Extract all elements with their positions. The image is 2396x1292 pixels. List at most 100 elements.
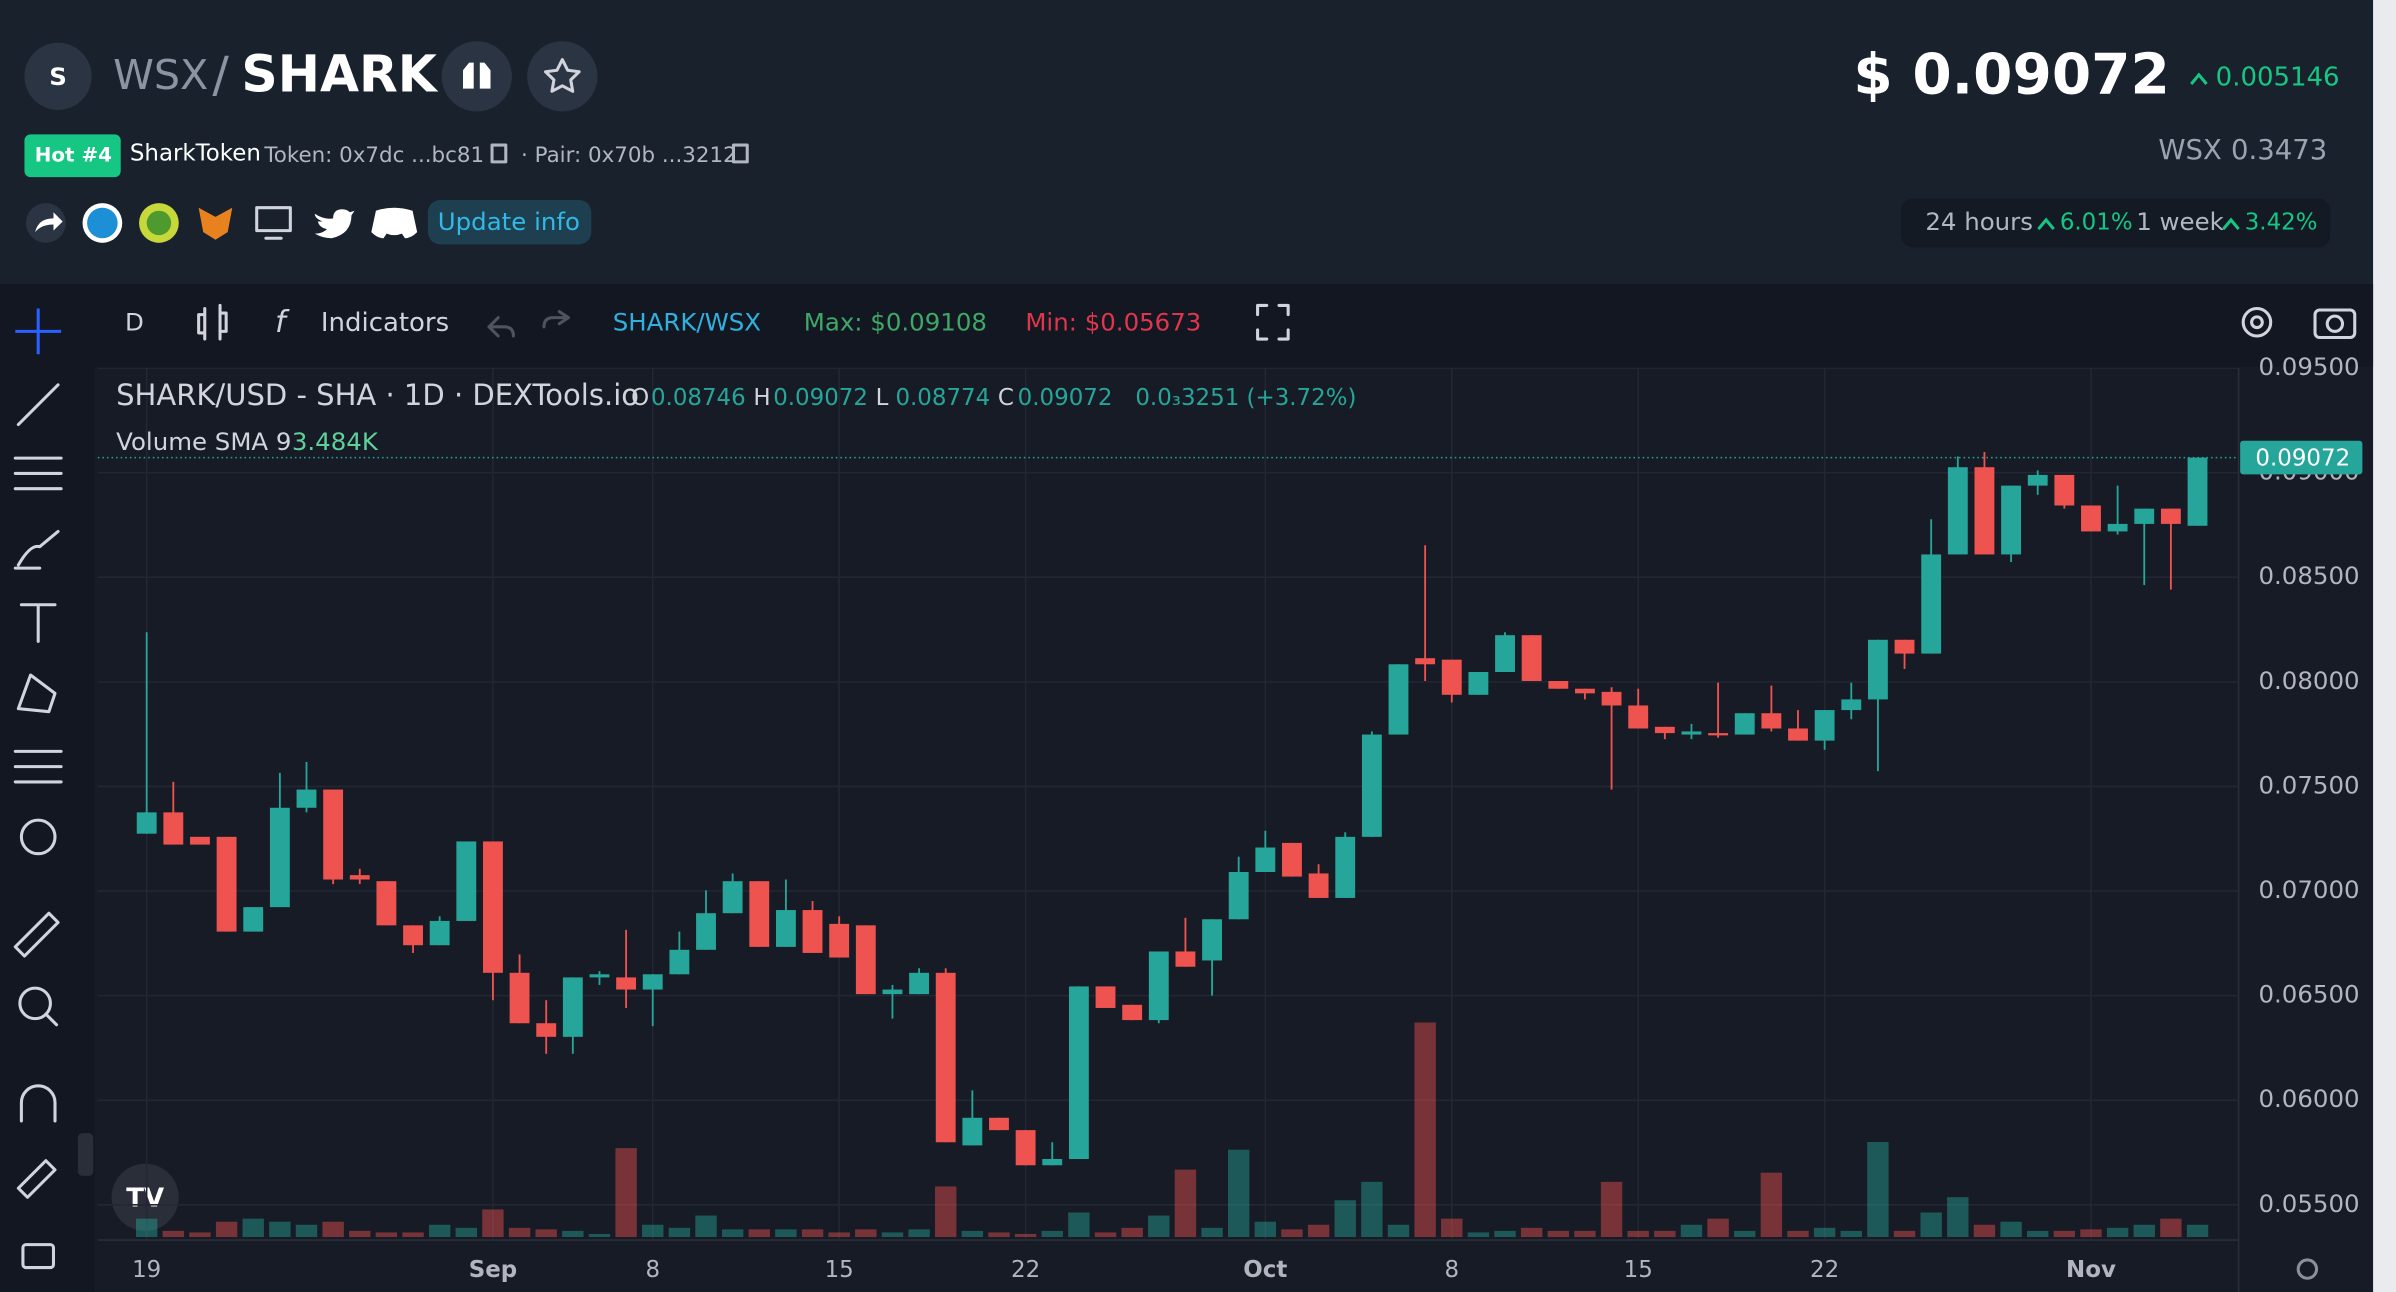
camera-icon[interactable] [2313,308,2357,340]
volume-bar [1893,1230,1916,1238]
volume-bar [642,1224,664,1238]
y-tick-label: 0.05500 [2258,1189,2359,1218]
volume-bar [828,1232,850,1238]
binoculars-button[interactable] [441,41,512,112]
twitter-icon[interactable] [314,209,355,239]
candle-body [855,925,876,995]
tv-logo [111,1163,179,1231]
legend-key: H [753,385,770,411]
avatar [24,42,92,110]
redo-icon[interactable] [542,310,570,329]
candle-body [1122,1004,1143,1021]
candle-body [1841,699,1862,711]
volume-bar [1121,1227,1143,1238]
volume-bar [349,1230,371,1238]
copy-icon[interactable] [731,143,749,164]
legend-change: 0.0₃3251 (+3.72%) [1135,385,1356,411]
candle-body [509,972,530,1024]
volume-bar [428,1224,451,1238]
undo-icon[interactable] [487,316,515,338]
volume-bar [1654,1230,1676,1238]
volume-bar [1494,1230,1516,1238]
volume-bar [1174,1169,1197,1238]
collapse-button[interactable] [77,1133,94,1176]
y-tick-label: 0.08500 [2258,561,2359,590]
price: $ 0.09072 [1853,43,2170,108]
theme-icon[interactable] [2296,1258,2319,1280]
zoom-tool[interactable] [18,986,52,1021]
candle-body [1761,713,1782,729]
candle-body [775,910,796,947]
volume-bar [1627,1230,1649,1238]
volume-bar [1867,1142,1889,1238]
emoji-tool[interactable] [19,818,57,856]
volume-bar [1973,1224,1996,1238]
candle-body [2160,508,2181,524]
candles-icon[interactable] [197,303,228,341]
lock-draw-tool[interactable] [16,1159,57,1199]
ruler-tool[interactable] [13,911,60,958]
pattern-tool[interactable] [16,673,57,714]
volume-bar [668,1227,691,1238]
volume-bar [2080,1229,2102,1238]
y-tick-label: 0.07000 [2258,875,2359,904]
volume-bar [1307,1224,1330,1238]
candle-body [1361,734,1382,837]
volume-bar [1387,1224,1410,1238]
candle-body [1148,951,1169,1021]
up-arrow [2037,217,2055,231]
volume-bar [375,1232,398,1238]
share-icon [35,212,63,233]
candle-body [456,841,477,921]
candle-body [536,1023,557,1037]
volume-bar [721,1229,744,1238]
legend-key: L [876,385,889,411]
candle-body [1441,659,1462,695]
volume-bar [1947,1197,1969,1238]
fib-tool[interactable] [13,456,63,491]
candle-body [243,907,264,932]
settings-icon[interactable] [2241,306,2273,338]
prediction-tool[interactable] [13,749,63,784]
volume-bar [2000,1221,2022,1238]
candle-body [2081,505,2101,532]
volume-bar [242,1218,264,1238]
text-tool[interactable] [19,603,57,643]
copy-icon[interactable] [490,143,508,164]
volume-bar [322,1221,344,1238]
fullscreen-icon[interactable] [1256,303,1290,341]
volume-bar [2027,1230,2049,1238]
candle-body [1814,710,1835,741]
indicators-button[interactable]: Indicators [321,308,449,338]
candle-body [642,974,663,990]
candle-body [1548,680,1569,689]
discord-icon[interactable] [371,207,418,239]
update-info-button[interactable] [427,200,592,245]
volume-bar [1787,1230,1809,1238]
volume-bar [748,1229,770,1238]
volume-bar [1574,1230,1596,1238]
volume-bar [562,1230,584,1238]
candle-body [829,923,850,958]
magnet-tool[interactable] [19,1084,57,1123]
settings-icon-center [2250,315,2264,330]
volume-bar [1068,1212,1090,1238]
brush-tool[interactable] [13,529,60,570]
volume-bar [455,1227,477,1238]
token-name: SharkToken [130,141,261,167]
volume-bar [1334,1200,1356,1238]
wsx-label: WSX [2158,134,2221,166]
volume-bar [1760,1172,1783,1238]
star-button[interactable] [527,41,598,112]
min-label: Min: $0.05673 [1025,308,1201,337]
volume-bar [1041,1230,1063,1238]
trendline-tool[interactable] [16,383,60,427]
metamask-icon[interactable] [198,207,233,240]
volume-bar [1361,1181,1383,1238]
website-icon[interactable] [255,206,292,233]
volume-bar [1014,1233,1037,1238]
lock-tool[interactable] [21,1243,56,1270]
crosshair-tool[interactable] [15,308,62,355]
interval-button[interactable]: D [125,308,144,337]
